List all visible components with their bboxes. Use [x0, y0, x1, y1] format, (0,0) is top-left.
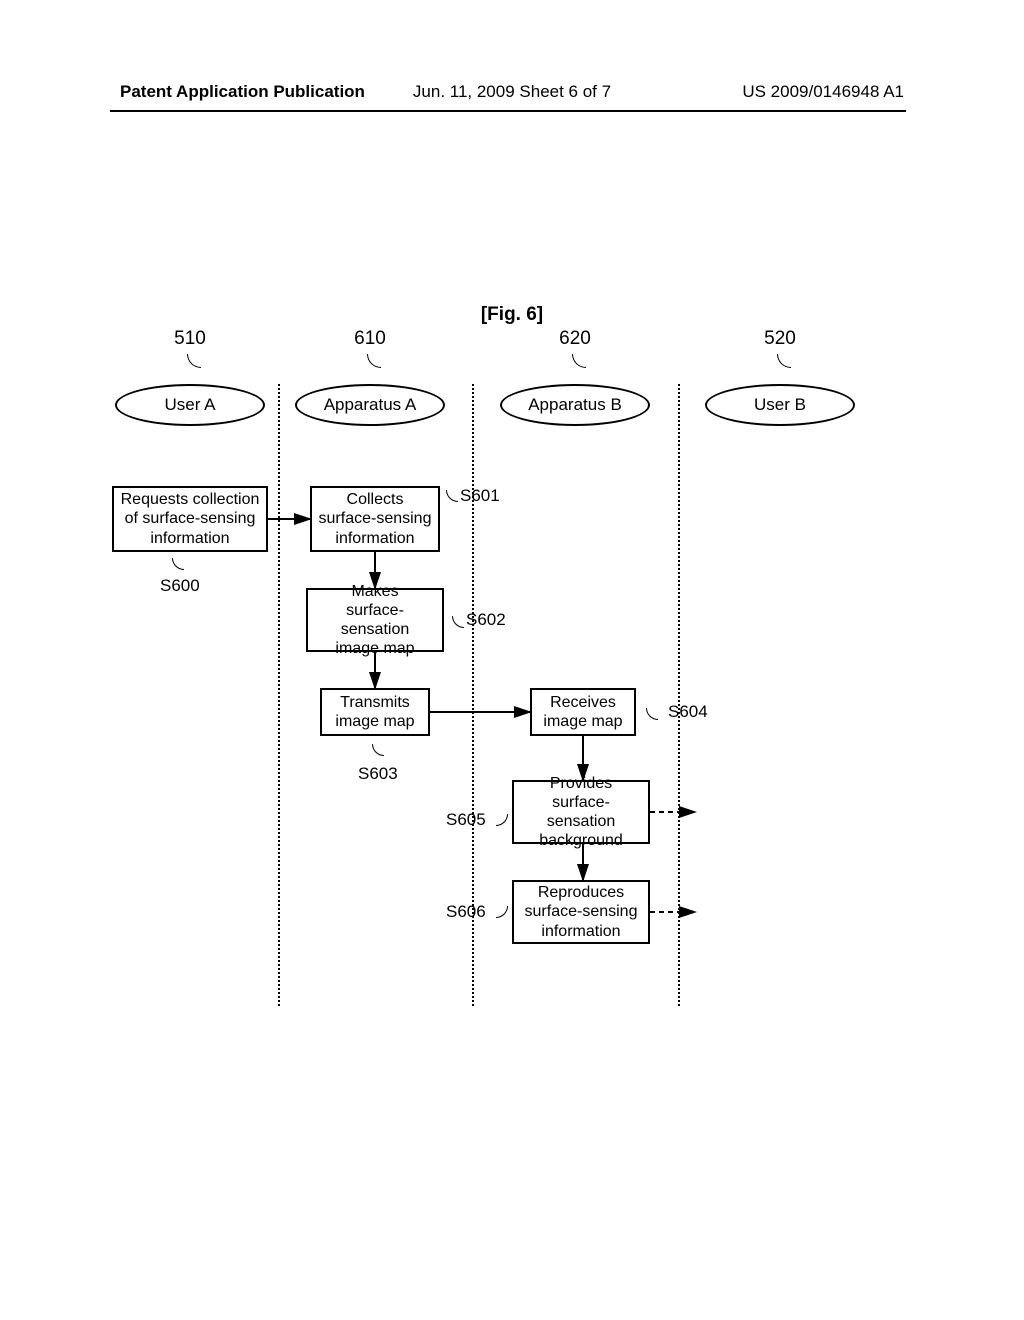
header-left: Patent Application Publication [120, 82, 365, 102]
header-center: Jun. 11, 2009 Sheet 6 of 7 [413, 82, 611, 102]
flowchart: 510 610 620 520 User A Apparatus A Appar… [120, 326, 900, 1006]
figure-title: [Fig. 6] [481, 304, 543, 326]
arrows-layer [120, 326, 900, 1006]
page-header: Patent Application Publication Jun. 11, … [0, 82, 1024, 102]
header-rule [110, 110, 906, 112]
header-right: US 2009/0146948 A1 [742, 82, 904, 102]
page: Patent Application Publication Jun. 11, … [0, 0, 1024, 1320]
